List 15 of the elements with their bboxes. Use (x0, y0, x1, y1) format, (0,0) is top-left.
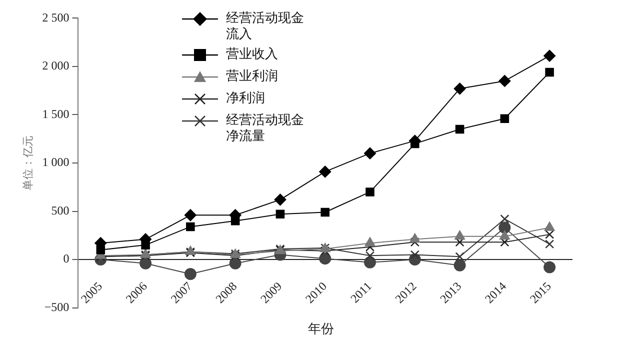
y-tick-label: 0 (63, 252, 70, 266)
legend-label: 营业利润 (226, 68, 279, 84)
legend-label: 净利润 (226, 90, 266, 106)
legend-label: 营业收入 (226, 46, 279, 62)
y-tick-label: 500 (51, 203, 70, 218)
y-tick-label: −500 (44, 300, 70, 314)
y-tick-label: 2 000 (42, 58, 70, 73)
legend-label: 经营活动现金净流量 (226, 112, 305, 144)
y-tick-label: 2 500 (42, 10, 70, 24)
legend-label: 经营活动现金流入 (226, 10, 305, 42)
x-axis-title: 年份 (308, 320, 334, 338)
y-tick-label: 1 000 (42, 155, 70, 170)
y-axis-title: 单位：亿元 (21, 136, 34, 190)
y-tick-label: 1 500 (42, 106, 70, 121)
x-tick-label: 2011 (348, 279, 374, 306)
